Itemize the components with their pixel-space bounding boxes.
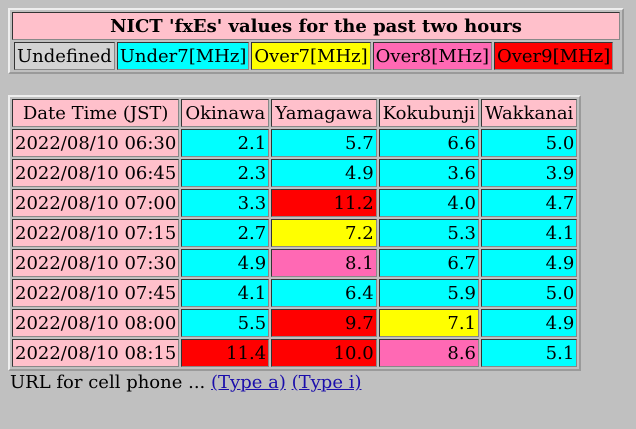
legend-item: Over7[MHz] — [251, 42, 371, 70]
data-table: Date Time (JST) Okinawa Yamagawa Kokubunji W… — [8, 95, 582, 371]
value-cell: 4.0 — [378, 189, 480, 217]
title-table: NICT 'fxEs' values for the past two hour… — [8, 8, 624, 74]
value-cell: 7.1 — [378, 309, 480, 337]
value-cell: 5.9 — [378, 279, 480, 307]
row: 2022/08/10 08:15 11.4 10.0 8.6 5.1 — [12, 339, 578, 367]
time-cell: 2022/08/10 07:45 — [12, 279, 180, 307]
column-header: Kokubunji — [378, 99, 480, 127]
time-cell: 2022/08/10 06:45 — [12, 159, 180, 187]
link[interactable]: (Type i) — [291, 372, 362, 393]
value-cell: 4.1 — [481, 219, 578, 247]
value-cell: 3.6 — [378, 159, 480, 187]
title: NICT 'fxEs' values for the past two hour… — [12, 12, 620, 40]
value-cell: 3.9 — [481, 159, 578, 187]
value-cell: 2.7 — [181, 219, 270, 247]
value-cell: 5.0 — [481, 279, 578, 307]
time-cell: 2022/08/10 07:30 — [12, 249, 180, 277]
value-cell: 4.1 — [181, 279, 270, 307]
value-cell: 10.0 — [271, 339, 377, 367]
legend-item: Undefined — [14, 42, 115, 70]
value-cell: 5.1 — [481, 339, 578, 367]
legend-item: Over8[MHz] — [372, 42, 492, 70]
value-cell: 5.5 — [181, 309, 270, 337]
row: 2022/08/10 08:00 5.5 9.7 7.1 4.9 — [12, 309, 578, 337]
time-cell: 2022/08/10 08:15 — [12, 339, 180, 367]
value-cell: 5.3 — [378, 219, 480, 247]
value-cell: 4.9 — [481, 309, 578, 337]
footer: URL for cell phone ... (Type a) (Type i) — [10, 372, 361, 393]
value-cell: 9.7 — [271, 309, 377, 337]
column-header: Date Time (JST) — [12, 99, 180, 127]
value-cell: 4.7 — [481, 189, 578, 217]
value-cell: 2.3 — [181, 159, 270, 187]
value-cell: 11.2 — [271, 189, 377, 217]
legend-item: Under7[MHz] — [116, 42, 250, 70]
value-cell: 8.6 — [378, 339, 480, 367]
time-cell: 2022/08/10 06:30 — [12, 129, 180, 157]
value-cell: 2.1 — [181, 129, 270, 157]
value-cell: 7.2 — [271, 219, 377, 247]
row: 2022/08/10 07:45 4.1 6.4 5.9 5.0 — [12, 279, 578, 307]
time-cell: 2022/08/10 07:00 — [12, 189, 180, 217]
time-cell: 2022/08/10 08:00 — [12, 309, 180, 337]
value-cell: 6.7 — [378, 249, 480, 277]
legend-item: Over9[MHz] — [493, 42, 614, 70]
column-header: Yamagawa — [271, 99, 377, 127]
legend: Undefined Under7[MHz] Over7[MHz] Over8[MHz]… — [12, 42, 615, 70]
row: 2022/08/10 07:15 2.7 7.2 5.3 4.1 — [12, 219, 578, 247]
value-cell: 4.9 — [271, 159, 377, 187]
row: 2022/08/10 07:30 4.9 8.1 6.7 4.9 — [12, 249, 578, 277]
column-header: Wakkanai — [481, 99, 578, 127]
value-cell: 8.1 — [271, 249, 377, 277]
value-cell: 4.9 — [181, 249, 270, 277]
row: 2022/08/10 06:30 2.1 5.7 6.6 5.0 — [12, 129, 578, 157]
time-cell: 2022/08/10 07:15 — [12, 219, 180, 247]
value-cell: 5.7 — [271, 129, 377, 157]
value-cell: 6.6 — [378, 129, 480, 157]
row: 2022/08/10 06:45 2.3 4.9 3.6 3.9 — [12, 159, 578, 187]
value-cell: 6.4 — [271, 279, 377, 307]
value-cell: 11.4 — [181, 339, 270, 367]
link[interactable]: (Type a) — [211, 372, 286, 393]
value-cell: 5.0 — [481, 129, 578, 157]
value-cell: 4.9 — [481, 249, 578, 277]
column-header: Okinawa — [181, 99, 270, 127]
value-cell: 3.3 — [181, 189, 270, 217]
row: 2022/08/10 07:00 3.3 11.2 4.0 4.7 — [12, 189, 578, 217]
footer-text: URL for cell phone ... — [10, 372, 206, 393]
